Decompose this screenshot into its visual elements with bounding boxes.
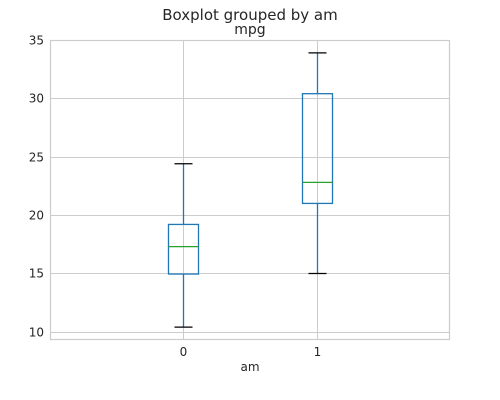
y-tick-label: 20	[29, 209, 44, 223]
grid-lines	[50, 40, 450, 340]
y-tick-labels: 10 15 20 25 30 35	[29, 34, 44, 340]
y-tick-label: 35	[29, 34, 44, 48]
y-tick-label: 25	[29, 151, 44, 165]
y-tick-label: 15	[29, 267, 44, 281]
x-tick-label: 1	[314, 345, 322, 359]
box-group-1	[301, 52, 334, 275]
box-group-0	[167, 163, 200, 328]
iqr-box	[301, 93, 334, 205]
y-tick-label: 30	[29, 92, 44, 106]
plot-area	[49, 39, 451, 341]
y-tick-label: 10	[29, 326, 44, 340]
boxes	[167, 52, 334, 328]
iqr-box	[167, 223, 200, 275]
x-tick-label: 0	[180, 345, 188, 359]
axes-frame	[49, 39, 451, 341]
chart-suptitle: Boxplot grouped by am	[162, 6, 337, 24]
x-axis-label: am	[240, 360, 259, 374]
chart-title: mpg	[234, 22, 265, 38]
